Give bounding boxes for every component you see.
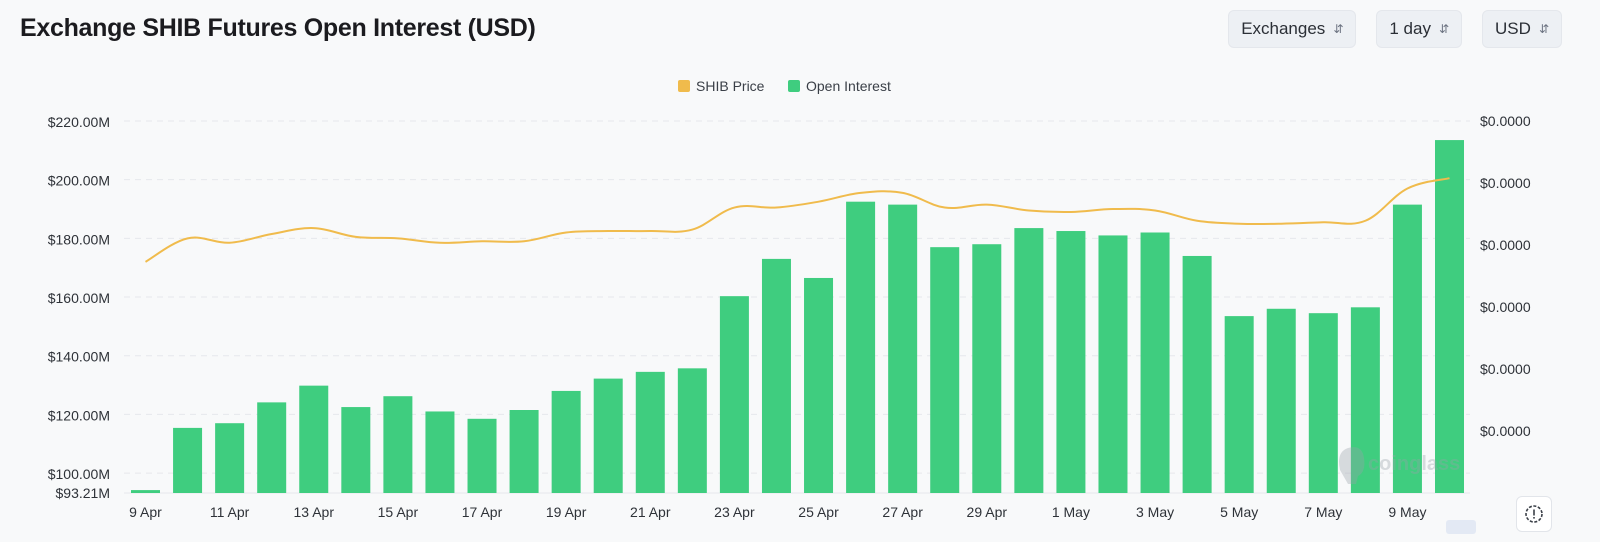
- x-tick-label: 25 Apr: [798, 504, 839, 520]
- open-interest-bar: [930, 247, 960, 493]
- right-tick-label: $0.0000: [1480, 113, 1531, 129]
- open-interest-bar: [1392, 204, 1422, 493]
- interval-select-label: 1 day: [1389, 19, 1431, 38]
- x-tick-label: 21 Apr: [630, 504, 671, 520]
- chart-controls: Exchanges ⇵ 1 day ⇵ USD ⇵: [1228, 10, 1562, 48]
- currency-select[interactable]: USD ⇵: [1482, 10, 1562, 48]
- exchanges-select-label: Exchanges: [1241, 19, 1326, 38]
- open-interest-bar: [1098, 235, 1128, 494]
- legend-swatch: [788, 80, 800, 92]
- right-tick-label: $0.0000: [1480, 299, 1531, 315]
- y-tick-label: $140.00M: [48, 349, 110, 365]
- x-tick-label: 27 Apr: [882, 504, 923, 520]
- open-interest-bar: [215, 423, 245, 493]
- y-tick-label: $120.00M: [48, 407, 110, 423]
- open-interest-bar: [761, 258, 791, 493]
- watermark-text: coinglass: [1368, 453, 1460, 475]
- y-tick-label: $220.00M: [48, 114, 110, 130]
- open-interest-bar: [341, 407, 371, 493]
- alert-gear-icon: [1525, 505, 1543, 523]
- open-interest-bar: [257, 402, 287, 493]
- open-interest-bar: [846, 201, 876, 493]
- open-interest-bar: [888, 204, 918, 493]
- open-interest-bar: [635, 371, 665, 493]
- open-interest-bar: [1350, 307, 1380, 493]
- open-interest-bar: [593, 378, 623, 493]
- open-interest-bar: [509, 409, 539, 493]
- open-interest-bar: [383, 396, 413, 493]
- open-interest-bar: [1224, 316, 1254, 493]
- right-tick-label: $0.0000: [1480, 361, 1531, 377]
- y-tick-label: $180.00M: [48, 231, 110, 247]
- chevron-up-down-icon: ⇵: [1438, 22, 1450, 36]
- open-interest-bar: [1308, 313, 1338, 493]
- page-title: Exchange SHIB Futures Open Interest (USD…: [20, 14, 536, 42]
- open-interest-bar: [1266, 308, 1296, 493]
- x-tick-label: 3 May: [1136, 504, 1174, 520]
- x-tick-label: 9 Apr: [129, 504, 162, 520]
- x-tick-label: 23 Apr: [714, 504, 755, 520]
- right-tick-label: $0.0000: [1480, 423, 1531, 439]
- open-interest-bar: [173, 427, 203, 493]
- chevron-up-down-icon: ⇵: [1538, 22, 1549, 36]
- open-interest-bar: [467, 418, 497, 493]
- open-interest-bar: [972, 244, 1002, 493]
- right-tick-label: $0.0000: [1480, 237, 1531, 253]
- watermark: coinglass: [1339, 447, 1460, 484]
- open-interest-bar: [1056, 231, 1086, 493]
- x-tick-label: 1 May: [1052, 504, 1090, 520]
- open-interest-bar: [299, 385, 329, 493]
- legend-swatch: [678, 80, 690, 92]
- scroll-handle[interactable]: [1446, 520, 1476, 534]
- open-interest-bar: [1435, 140, 1464, 493]
- x-tick-label: 19 Apr: [546, 504, 587, 520]
- x-tick-label: 29 Apr: [967, 504, 1008, 520]
- open-interest-bar: [551, 390, 581, 493]
- tooltip-toggle-button[interactable]: [1516, 496, 1552, 532]
- exchanges-select[interactable]: Exchanges ⇵: [1228, 10, 1357, 48]
- interval-select[interactable]: 1 day ⇵: [1376, 10, 1463, 48]
- open-interest-bar: [677, 368, 707, 493]
- open-interest-bar: [719, 296, 749, 493]
- x-tick-label: 9 May: [1388, 504, 1426, 520]
- x-tick-label: 17 Apr: [462, 504, 503, 520]
- shib-price-line: [144, 177, 1450, 263]
- right-tick-label: $0.0000: [1480, 175, 1531, 191]
- x-tick-label: 15 Apr: [378, 504, 419, 520]
- x-tick-label: 13 Apr: [294, 504, 335, 520]
- open-interest-bar: [131, 490, 160, 493]
- legend-label: SHIB Price: [696, 78, 765, 94]
- open-interest-bar: [804, 277, 834, 493]
- legend-label: Open Interest: [806, 78, 891, 94]
- x-tick-label: 7 May: [1304, 504, 1342, 520]
- y-tick-label: $200.00M: [48, 173, 110, 189]
- currency-select-label: USD: [1495, 19, 1531, 38]
- y-tick-label: $160.00M: [48, 290, 110, 306]
- x-tick-label: 5 May: [1220, 504, 1258, 520]
- coinglass-logo-icon: [1339, 447, 1365, 484]
- open-interest-bar: [425, 411, 455, 493]
- x-tick-label: 11 Apr: [210, 504, 250, 520]
- y-min-label: $93.21M: [56, 485, 110, 501]
- chevron-up-down-icon: ⇵: [1333, 22, 1344, 36]
- y-tick-label: $100.00M: [48, 466, 110, 482]
- open-interest-bar: [1014, 228, 1044, 494]
- open-interest-bar: [1182, 255, 1212, 493]
- open-interest-bar: [1140, 232, 1170, 493]
